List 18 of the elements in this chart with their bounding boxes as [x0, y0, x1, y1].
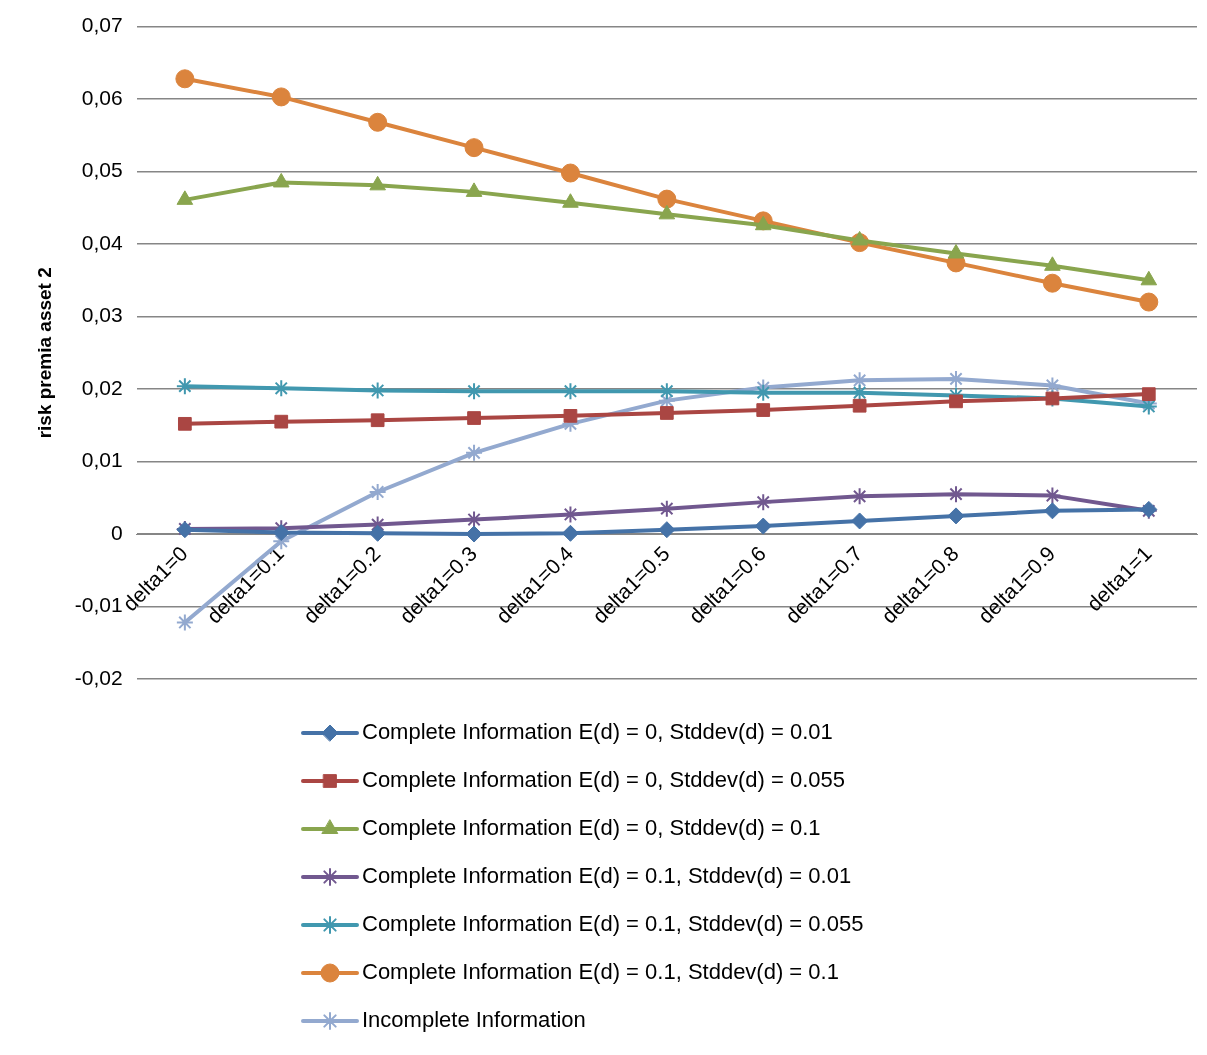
legend-label: Incomplete Information [362, 1007, 586, 1033]
legend-label: Complete Information E(d) = 0.1, Stddev(d) = 0.1 [362, 959, 839, 985]
y-tick-label: 0,06 [81, 85, 123, 109]
legend-label: Complete Information E(d) = 0.1, Stddev(d) = 0.01 [362, 863, 852, 889]
y-tick-label: 0,04 [81, 230, 123, 254]
y-tick-label: 0,05 [81, 158, 123, 182]
y-tick-label: -0,02 [74, 665, 123, 689]
y-tick-label: 0 [110, 520, 123, 544]
y-tick-label: 0,07 [81, 13, 123, 37]
y-axis-title: risk premia asset 2 [33, 267, 55, 439]
y-tick-label: 0,02 [81, 375, 123, 399]
legend-label: Complete Information E(d) = 0, Stddev(d) = 0.1 [362, 815, 821, 841]
legend-label: Complete Information E(d) = 0, Stddev(d) = 0.01 [362, 719, 833, 745]
legend-label: Complete Information E(d) = 0.1, Stddev(d) = 0.055 [362, 911, 864, 937]
legend-label: Complete Information E(d) = 0, Stddev(d) = 0.055 [362, 767, 846, 793]
y-tick-label: 0,01 [81, 448, 123, 472]
y-tick-label: 0,03 [81, 303, 123, 327]
y-tick-label: -0,01 [74, 593, 123, 617]
